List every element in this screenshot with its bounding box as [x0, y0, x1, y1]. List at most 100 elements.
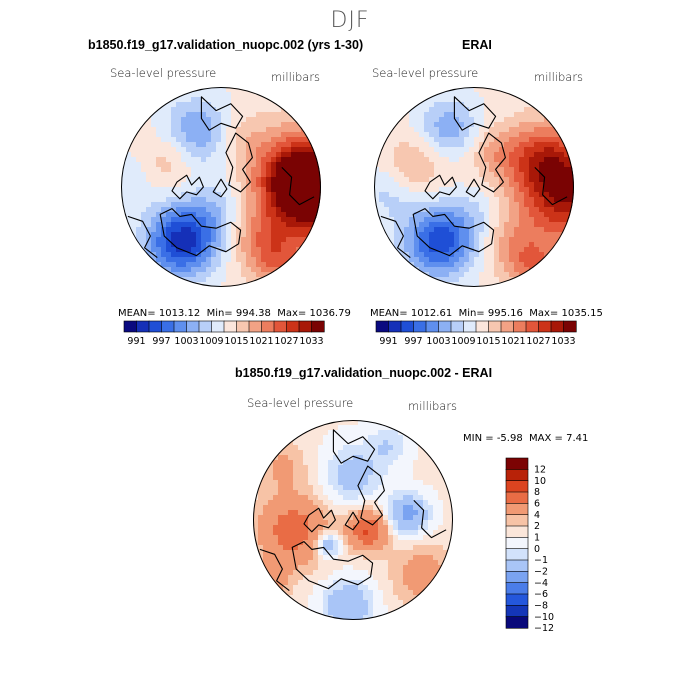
panel3-field-cell — [293, 595, 299, 601]
panel3-field-cell — [333, 555, 339, 561]
panel1-coastline — [159, 208, 242, 257]
panel1-field-cell — [261, 107, 267, 113]
panel3-field-cell — [318, 565, 324, 571]
panel2-colorbar-swatch — [513, 320, 527, 333]
panel2-field-cell — [439, 272, 445, 278]
panel2-field-cell — [389, 142, 395, 148]
panel2-field-cell — [494, 152, 500, 158]
panel3-field-cell — [278, 580, 284, 586]
panel2-field-cell — [459, 177, 465, 183]
panel2-field-cell — [429, 202, 435, 208]
panel1-field-cell — [291, 187, 297, 193]
panel1-field-cell — [316, 187, 321, 193]
panel3-field-cell — [338, 515, 344, 521]
panel2-field-cell — [404, 117, 410, 123]
panel2-field-cell — [519, 167, 525, 173]
panel1-field-cell — [146, 202, 152, 208]
panel1-colorbar-swatch — [211, 320, 225, 333]
panel1-field-cell — [281, 192, 287, 198]
panel3-field-cell — [353, 530, 359, 536]
panel3-field-cell — [418, 520, 424, 526]
panel3-field-cell — [303, 475, 309, 481]
panel3-field-cell — [358, 525, 364, 531]
panel1-field-cell — [201, 107, 207, 113]
panel2-field-cell — [404, 217, 410, 223]
panel1-field-cell — [201, 122, 207, 128]
panel1-field-cell — [286, 197, 292, 203]
panel2-field-cell — [414, 222, 420, 228]
panel2-field-cell — [534, 137, 540, 143]
panel3-field-cell — [298, 500, 304, 506]
panel3-field-cell — [313, 480, 319, 486]
panel3-field-cell — [338, 530, 344, 536]
panel1-field-cell — [291, 202, 297, 208]
panel3-field-cell — [323, 475, 329, 481]
panel1-field-cell — [171, 102, 177, 108]
panel3-field-cell — [338, 595, 344, 601]
panel3-field-cell — [348, 595, 354, 601]
panel3-field-cell — [418, 495, 424, 501]
panel3-field-cell — [353, 590, 359, 596]
panel1-field-cell — [276, 122, 282, 128]
panel1-field-cell — [256, 217, 262, 223]
panel3-field-cell — [428, 485, 434, 491]
panel3-colorbar-tick-label: −12 — [534, 623, 554, 634]
panel3-field-cell — [433, 555, 439, 561]
panel3-colorbar-swatch — [505, 605, 529, 618]
panel3-field-cell — [318, 540, 324, 546]
panel1-field-cell — [201, 277, 207, 283]
panel1-field-cell — [221, 277, 227, 283]
panel3-field-cell — [298, 585, 304, 591]
panel3-field-cell — [388, 575, 394, 581]
panel2-polar-map — [374, 87, 574, 287]
panel3-field-cell — [383, 520, 389, 526]
panel2-field-cell — [389, 147, 395, 153]
panel1-field-cell — [196, 252, 202, 258]
panel2-field-cell — [549, 202, 555, 208]
panel2-field-cell — [484, 142, 490, 148]
panel2-field-cell — [419, 157, 425, 163]
panel1-field-cell — [211, 277, 217, 283]
panel3-field-cell — [403, 440, 409, 446]
panel3-field-cell — [348, 580, 354, 586]
panel3-field-cell — [413, 490, 419, 496]
panel3-field-cell — [353, 460, 359, 466]
panel1-field-cell — [261, 242, 267, 248]
panel3-field-cell — [368, 495, 374, 501]
panel2-field-cell — [529, 217, 535, 223]
panel2-field-cell — [439, 247, 445, 253]
panel2-field-cell — [429, 177, 435, 183]
panel3-field-cell — [348, 425, 354, 431]
panel2-field-cell — [434, 107, 440, 113]
panel2-field-cell — [434, 237, 440, 243]
panel2-field-cell — [424, 102, 430, 108]
panel3-field-cell — [388, 525, 394, 531]
panel2-field-cell — [469, 252, 475, 258]
panel3-field-cell — [363, 510, 369, 516]
panel1-field-cell — [211, 87, 217, 93]
panel1-field-cell — [156, 182, 162, 188]
panel3-field-cell — [333, 470, 339, 476]
panel2-field-cell — [409, 127, 415, 133]
panel1-field-cell — [126, 172, 132, 178]
panel2-field-cell — [504, 207, 510, 213]
panel1-field-cell — [196, 257, 202, 263]
panel3-field-cell — [338, 605, 344, 611]
panel1-field-cell — [286, 192, 292, 198]
panel3-field-cell — [283, 485, 289, 491]
panel1-field-cell — [256, 172, 262, 178]
panel3-field-cell — [338, 510, 344, 516]
panel2-field-cell — [399, 152, 405, 158]
panel2-field-cell — [464, 217, 470, 223]
panel1-field-cell — [246, 237, 252, 243]
panel2-field-cell — [384, 212, 390, 218]
panel1-field-cell — [166, 182, 172, 188]
panel3-field-cell — [328, 540, 334, 546]
panel1-field-cell — [191, 272, 197, 278]
panel1-field-cell — [126, 217, 132, 223]
panel2-field-cell — [379, 177, 385, 183]
panel2-field-cell — [444, 132, 450, 138]
panel2-field-cell — [539, 132, 545, 138]
panel2-field-cell — [489, 137, 495, 143]
panel1-field-cell — [256, 242, 262, 248]
